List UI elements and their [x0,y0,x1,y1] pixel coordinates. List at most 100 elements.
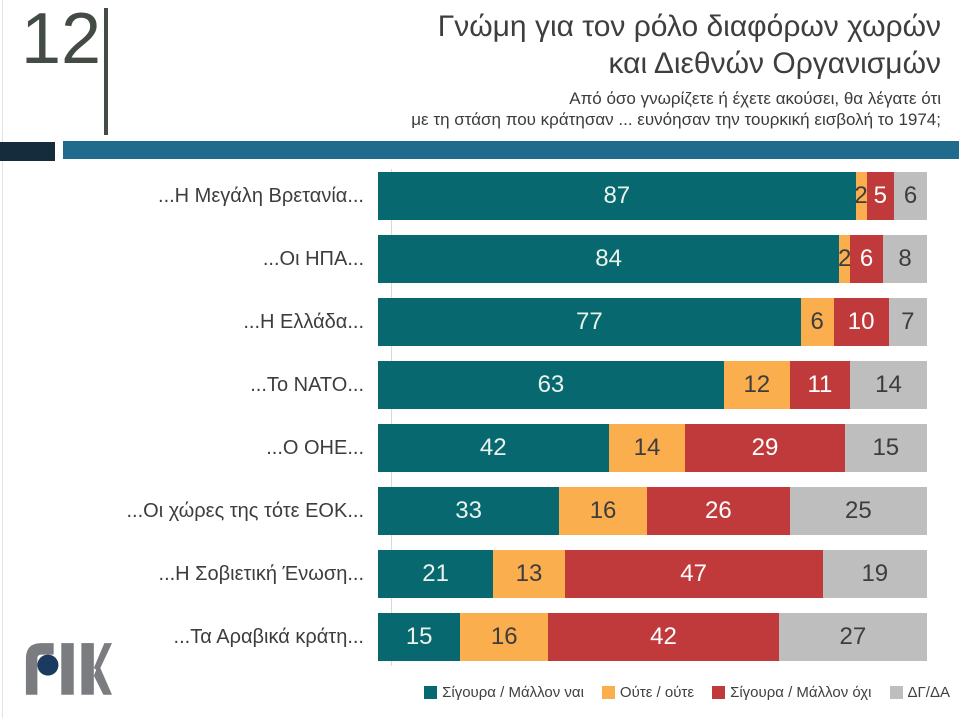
bar-segment: 29 [685,424,845,472]
bar-track: 33 16 26 25 [378,487,927,535]
page-title-line1: Γνώμη για τον ρόλο διαφόρων χωρών [437,10,941,43]
legend-swatch [712,686,726,699]
chart-row: ...Τα Αραβικά κράτη... 15 16 42 27 [0,613,941,661]
bar-segment: 15 [378,613,461,661]
segment-value: 11 [807,371,833,398]
page-title-line2: και Διεθνών Οργανισμών [608,47,941,80]
bar-segment: 14 [850,361,927,409]
bar-segment: 7 [888,298,927,346]
category-label: ...Η Μεγάλη Βρετανία... [158,184,364,207]
segment-value: 33 [455,497,482,524]
subtitle-block: Από όσο γνωρίζετε ή έχετε ακούσει, θα λέ… [241,88,941,130]
category-label: ...Η Σοβιετική Ένωση... [158,562,364,585]
legend-label: ΔΓ/ΔΑ [907,684,950,701]
bar-segment: 13 [493,550,565,598]
bar-segment: 16 [559,487,647,535]
bar-segment: 6 [850,235,884,283]
segment-value: 2 [837,245,852,272]
segment-value: 84 [595,245,622,272]
legend-item: Σίγουρα / Μάλλον όχι [712,684,872,701]
segment-value: 5 [873,182,887,209]
chart-row: ...Οι χώρες της τότε ΕΟΚ... 33 16 26 25 [0,487,941,535]
subtitle-line1: Από όσο γνωρίζετε ή έχετε ακούσει, θα λέ… [569,89,941,108]
category-label: ...Οι ΗΠΑ... [262,247,364,270]
segment-value: 15 [405,623,433,650]
segment-value: 21 [422,560,449,587]
segment-value: 42 [650,623,677,650]
stacked-bar-chart: ...Η Μεγάλη Βρετανία... 87 2 5 6 ...Οι ΗΠΑ...… [0,169,941,676]
legend-label: Σίγουρα / Μάλλον όχι [730,684,872,701]
rik-logo [25,643,112,695]
segment-value: 13 [515,560,543,587]
bar-segment: 42 [548,613,779,661]
segment-value: 27 [839,623,867,650]
legend-item: Ούτε / ούτε [601,684,695,701]
bar-track: 84 2 6 8 [378,235,927,283]
category-label: ...Τα Αραβικά κράτη... [173,625,364,648]
segment-value: 6 [859,245,874,272]
bar-segment: 6 [894,172,927,220]
chart-row: ...Η Ελλάδα... 77 6 10 7 [0,298,941,346]
chart-row: ...Ο ΟΗΕ... 42 14 29 15 [0,424,941,472]
segment-value: 7 [901,308,915,335]
legend-swatch [889,686,903,699]
bar-track: 87 2 5 6 [378,172,927,220]
bar-segment: 87 [378,172,856,220]
segment-value: 16 [490,623,518,650]
slide-number: 12 [20,0,102,79]
chart-rows: ...Η Μεγάλη Βρετανία... 87 2 5 6 ...Οι ΗΠΑ...… [0,172,941,661]
legend-item: ΔΓ/ΔΑ [889,684,950,701]
segment-value: 42 [479,434,507,461]
chart-row: ...Η Μεγάλη Βρετανία... 87 2 5 6 [0,172,941,220]
segment-value: 29 [751,434,779,461]
segment-value: 14 [875,371,902,398]
bar-track: 42 14 29 15 [378,424,927,472]
segment-value: 77 [576,308,603,335]
bar-segment: 21 [378,550,494,598]
segment-value: 47 [680,560,707,587]
bar-segment: 5 [866,172,895,220]
bar-segment: 19 [822,550,927,598]
bar-track: 15 16 42 27 [378,613,927,661]
segment-value: 12 [743,371,771,398]
segment-value: 10 [847,308,875,335]
subtitle-line2: με τη στάση που κράτησαν ... ευνόησαν τη… [411,110,941,129]
bar-segment: 2 [837,235,852,283]
chart-axis-line [391,169,392,666]
title-block: Γνώμη για τον ρόλο διαφόρων χωρών και Δι… [241,8,941,130]
category-label: ...Ο ΟΗΕ... [266,436,364,459]
chart-row: ...Οι ΗΠΑ... 84 2 6 8 [0,235,941,283]
bar-segment: 2 [854,172,868,220]
bar-segment: 14 [608,424,686,472]
bar-segment: 11 [789,361,851,409]
legend-swatch [424,686,438,699]
segment-value: 25 [844,497,872,524]
legend-label: Ούτε / ούτε [619,684,695,701]
bar-segment: 8 [883,235,927,283]
segment-value: 19 [861,560,889,587]
bar-segment: 63 [378,361,724,409]
category-label: ...Οι χώρες της τότε ΕΟΚ... [126,499,364,522]
segment-value: 6 [903,182,918,209]
segment-value: 16 [589,497,617,524]
segment-value: 15 [872,434,900,461]
bar-segment: 47 [564,550,823,598]
segment-value: 8 [898,245,912,272]
segment-value: 14 [633,434,661,461]
bar-segment: 84 [378,235,840,283]
bar-segment: 25 [789,487,927,535]
category-label: ...Η Ελλάδα... [243,310,364,333]
bar-track: 77 6 10 7 [378,298,927,346]
slide-left-border [2,0,3,718]
bar-segment: 12 [723,361,790,409]
bar-track: 21 13 47 19 [378,550,927,598]
slide-number-divider [104,8,108,135]
bar-segment: 16 [460,613,549,661]
chart-row: ...Η Σοβιετική Ένωση... 21 13 47 19 [0,550,941,598]
bar-segment: 10 [833,298,889,346]
bar-segment: 27 [778,613,927,661]
bar-segment: 77 [378,298,801,346]
segment-value: 87 [603,182,631,209]
bar-segment: 33 [378,487,560,535]
